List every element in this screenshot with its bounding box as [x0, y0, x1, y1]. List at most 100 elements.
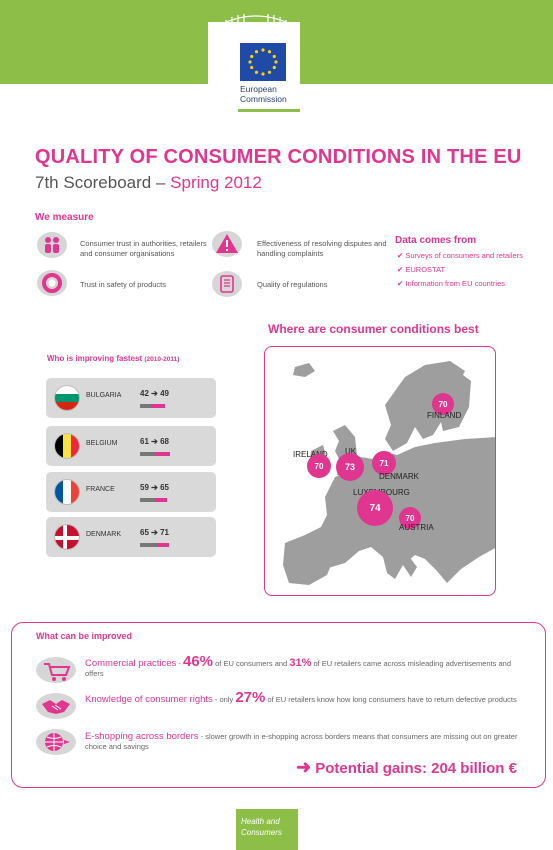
improve-item-text: - only — [212, 695, 236, 704]
lifebuoy-icon — [37, 270, 67, 296]
value-to: 49 — [160, 389, 169, 398]
footer-line-2: Consumers — [241, 828, 282, 837]
country-card-france: FRANCE 59 ➔ 65 — [46, 472, 216, 512]
improving-heading-text: Who is improving fastest — [47, 354, 143, 363]
value-from: 42 — [140, 389, 149, 398]
subtitle-main: 7th Scoreboard – — [35, 173, 171, 192]
improve-panel — [11, 622, 546, 788]
measure-heading: We measure — [35, 212, 94, 223]
bar-gain — [155, 452, 170, 456]
bar-from — [140, 404, 151, 408]
bubble-denmark: 71 — [372, 451, 396, 475]
logo-line-1: European — [240, 84, 277, 94]
data-source-item-text: EUROSTAT — [405, 265, 446, 274]
logo-underline — [238, 109, 300, 112]
belgium-flag-icon — [54, 433, 80, 459]
value-from: 65 — [140, 528, 149, 537]
bubble-ireland: 70 — [307, 454, 331, 478]
potential-gains-text: Potential gains: 204 billion € — [315, 760, 517, 777]
improve-item-1: Commercial practices - 46% of EU consume… — [85, 654, 525, 679]
bar-from — [140, 498, 156, 502]
bar-from — [140, 452, 156, 456]
data-source-item-text: Information from EU countries — [405, 279, 505, 288]
france-flag-icon — [54, 479, 80, 505]
label-austria: AUSTRIA — [399, 523, 434, 532]
bar-from — [140, 543, 157, 547]
cart-icon — [36, 657, 76, 683]
data-source-item: ✔ Surveys of consumers and retailers — [397, 251, 523, 260]
building-logo-graphic — [213, 14, 299, 46]
country-name: BULGARIA — [86, 392, 122, 399]
eu-flag-icon — [240, 43, 286, 81]
label-uk: UK — [345, 447, 357, 456]
improve-heading: What can be improved — [36, 631, 133, 641]
country-name: DENMARK — [86, 531, 122, 538]
bubble-uk: 73 — [336, 453, 364, 481]
footer-badge: Health and Consumers — [236, 809, 298, 850]
denmark-flag-icon — [54, 524, 80, 550]
improve-item-text: - — [176, 659, 183, 668]
value-to: 71 — [160, 528, 169, 537]
page-subtitle: 7th Scoreboard – Spring 2012 — [35, 173, 262, 193]
globe-icon — [36, 729, 76, 755]
data-source-item: ✔ EUROSTAT — [397, 265, 446, 274]
bubble-finland: 70 — [432, 393, 454, 415]
bubble-austria: 70 — [399, 507, 421, 529]
data-source-item: ✔ Information from EU countries — [397, 279, 505, 288]
country-name: BELGIUM — [86, 440, 118, 447]
measure-text-4: Quality of regulations — [257, 280, 328, 289]
improve-item-lead: Knowledge of consumer rights — [85, 694, 213, 705]
improve-item-3: E-shopping across borders - slower growt… — [85, 732, 525, 752]
potential-gains: ➜ Potential gains: 204 billion € — [296, 757, 517, 778]
country-values: 61 ➔ 68 — [140, 437, 169, 446]
measure-text-3: Trust in safety of products — [80, 280, 167, 289]
people-icon — [37, 232, 67, 258]
improve-item-lead: Commercial practices — [85, 658, 177, 669]
footer-line-1: Health and — [241, 817, 280, 826]
map-panel: 70 FINLAND IRELAND 70 UK 73 71 DENMARK L… — [264, 346, 496, 596]
label-finland: FINLAND — [427, 411, 462, 420]
country-values: 65 ➔ 71 — [140, 528, 169, 537]
map-heading: Where are consumer conditions best — [268, 322, 479, 336]
value-from: 59 — [140, 483, 149, 492]
scroll-icon — [212, 271, 242, 297]
improve-item-stat: 27% — [235, 689, 266, 706]
country-values: 42 ➔ 49 — [140, 389, 169, 398]
subtitle-accent: Spring 2012 — [170, 173, 262, 192]
bubble-luxembourg: 74 — [357, 490, 393, 526]
improve-item-text: of EU consumers and — [213, 659, 290, 668]
handshake-icon — [36, 693, 76, 719]
improving-period: (2010-2011) — [144, 356, 180, 363]
value-to: 68 — [160, 437, 169, 446]
country-name: FRANCE — [86, 486, 115, 493]
value-to: 65 — [160, 483, 169, 492]
improve-item-text: of EU retailers came across misleading a… — [85, 659, 512, 678]
bar-gain — [156, 543, 169, 547]
improve-item-text: of EU retailers know how long consumers … — [265, 695, 517, 704]
bar-gain — [155, 498, 168, 502]
data-source-heading: Data comes from — [395, 235, 477, 246]
improve-item-text: - slower growth in e-shopping across bor… — [85, 732, 518, 751]
data-source-item-text: Surveys of consumers and retailers — [405, 251, 523, 260]
country-values: 59 ➔ 65 — [140, 483, 169, 492]
improve-item-lead: E-shopping across borders — [85, 731, 199, 742]
warning-icon — [212, 231, 242, 257]
improve-item-stat: 46% — [183, 653, 214, 670]
label-ireland: IRELAND — [293, 450, 328, 459]
page-title: QUALITY OF CONSUMER CONDITIONS IN THE EU — [35, 146, 522, 168]
value-from: 61 — [140, 437, 149, 446]
logo-text: European Commission — [240, 84, 287, 104]
arrow-right-icon: ➜ — [296, 757, 312, 777]
improving-heading: Who is improving fastest (2010-2011) — [47, 354, 179, 363]
country-card-denmark: DENMARK 65 ➔ 71 — [46, 517, 216, 557]
improve-item-2: Knowledge of consumer rights - only 27% … — [85, 690, 525, 705]
bulgaria-flag-icon — [54, 385, 80, 411]
improve-item-stat: 31% — [289, 657, 312, 669]
measure-text-2: Effectiveness of resolving disputes and … — [257, 239, 387, 258]
bar-gain — [150, 404, 165, 408]
measure-text-1: Consumer trust in authorities, retailers… — [80, 239, 207, 258]
country-card-belgium: BELGIUM 61 ➔ 68 — [46, 426, 216, 466]
country-card-bulgaria: BULGARIA 42 ➔ 49 — [46, 378, 216, 418]
logo-line-2: Commission — [240, 94, 287, 104]
label-denmark: DENMARK — [379, 472, 420, 481]
